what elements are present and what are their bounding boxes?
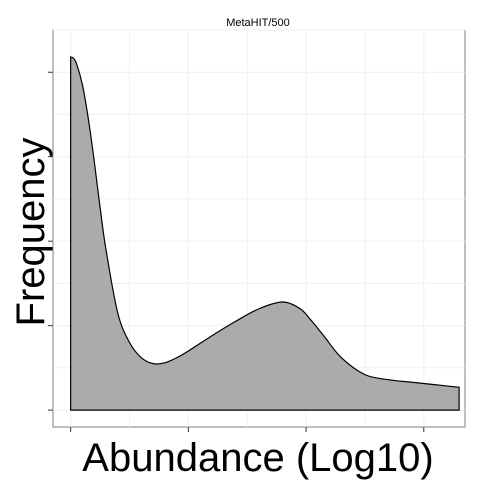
axis-ticks xyxy=(48,71,425,432)
chart-title: MetaHIT/500 xyxy=(226,17,290,29)
y-axis-title: Frequency xyxy=(9,138,53,327)
x-axis-title: Abundance (Log10) xyxy=(82,436,433,480)
density-area xyxy=(70,56,460,411)
